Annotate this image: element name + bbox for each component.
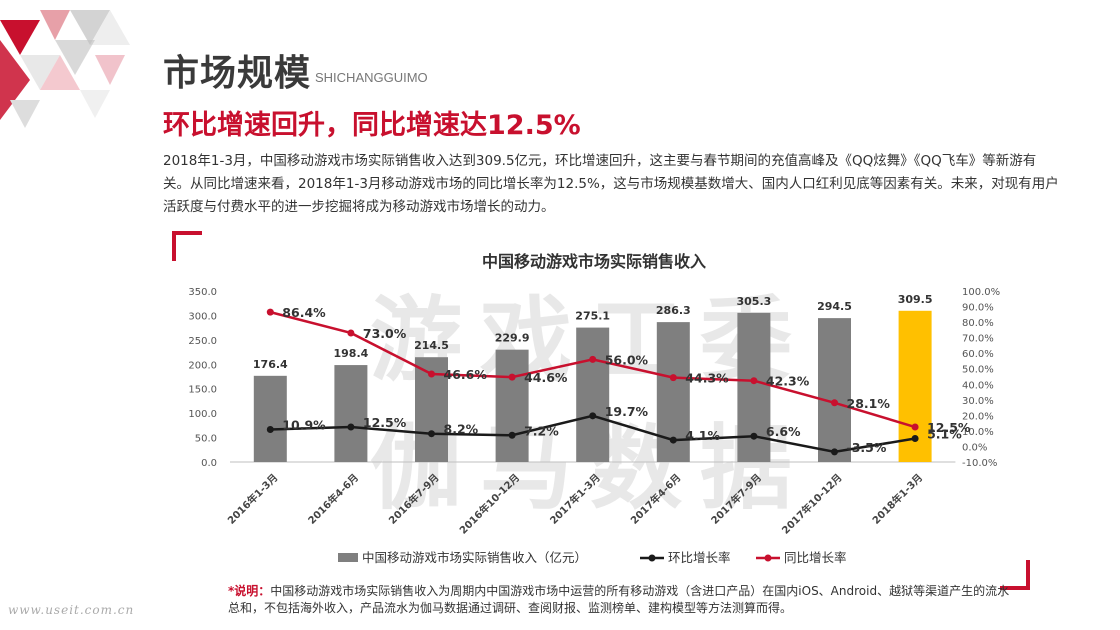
footnote-label: *说明：: [228, 584, 271, 598]
yoy-point: [669, 374, 677, 382]
left-axis-tick-label: 150.0: [188, 385, 217, 396]
right-axis-tick-label: 60.0%: [962, 349, 994, 360]
qoq-label: 5.1%: [927, 427, 962, 442]
right-axis-tick-label: 50.0%: [962, 365, 994, 376]
right-axis-tick-label: 70.0%: [962, 334, 994, 345]
yoy-label: 44.6%: [524, 370, 568, 385]
legend-yoy-marker: [764, 554, 772, 562]
x-axis-category-label: 2016年1-3月: [225, 471, 281, 527]
right-axis-tick-label: 100.0%: [962, 287, 1000, 298]
yoy-label: 73.0%: [363, 326, 407, 341]
legend-bar-label: 中国移动游戏市场实际销售收入（亿元）: [362, 550, 587, 565]
qoq-point: [347, 423, 355, 431]
qoq-label: 19.7%: [605, 404, 649, 419]
yoy-label: 46.6%: [444, 367, 488, 382]
revenue-bar-label: 214.5: [414, 339, 449, 352]
revenue-bar: [253, 375, 287, 462]
revenue-bar: [334, 365, 368, 462]
yoy-label: 42.3%: [766, 374, 810, 389]
qoq-label: 7.2%: [524, 423, 559, 438]
right-axis-tick-label: 0.0%: [962, 442, 987, 453]
qoq-point: [428, 430, 435, 438]
page-title: 市场规模: [163, 53, 312, 94]
qoq-label: 10.9%: [282, 418, 326, 433]
site-watermark: www.useit.com.cn: [8, 603, 135, 617]
right-axis-tick-label: 10.0%: [962, 427, 994, 438]
revenue-bar: [495, 349, 529, 462]
left-axis-tick-label: 200.0: [188, 360, 217, 371]
chart-title: 中国移动游戏市场实际销售收入: [482, 252, 706, 271]
left-axis-tick-label: 300.0: [188, 311, 217, 322]
yoy-label: 28.1%: [847, 396, 891, 411]
right-axis-tick-label: -10.0%: [962, 458, 997, 469]
legend-yoy-label: 同比增长率: [784, 550, 847, 565]
qoq-point: [669, 436, 677, 444]
yoy-point: [428, 370, 435, 378]
yoy-point: [911, 423, 919, 431]
revenue-bar-label: 229.9: [495, 332, 530, 345]
right-axis-tick-label: 80.0%: [962, 318, 994, 329]
qoq-point: [508, 431, 516, 439]
yoy-point: [750, 377, 758, 385]
right-axis-tick-label: 40.0%: [962, 380, 994, 391]
corner-decoration: [0, 10, 130, 128]
qoq-label: -3.5%: [847, 440, 887, 455]
yoy-label: 86.4%: [282, 305, 326, 320]
left-axis-tick-label: 100.0: [188, 409, 217, 420]
yoy-point: [589, 355, 597, 363]
x-axis-category-label: 2018年1-3月: [869, 471, 925, 527]
frame-corner-top-left: [172, 231, 202, 261]
left-axis-tick-label: 250.0: [188, 336, 217, 347]
legend-qoq-marker: [648, 554, 656, 562]
right-axis-tick-label: 30.0%: [962, 396, 994, 407]
qoq-point: [911, 435, 919, 443]
yoy-point: [831, 399, 838, 407]
description-paragraph: 2018年1-3月，中国移动游戏市场实际销售收入达到309.5亿元，环比增速回升…: [163, 153, 1059, 215]
revenue-bar-label: 305.3: [737, 295, 772, 308]
yoy-point: [508, 373, 516, 381]
revenue-bar-label: 309.5: [898, 293, 933, 306]
right-axis-tick-label: 20.0%: [962, 411, 994, 422]
footnote-text: 中国移动游戏市场实际销售收入为周期内中国游戏市场中运营的所有移动游戏（含进口产品…: [228, 584, 1010, 615]
qoq-label: 12.5%: [363, 415, 407, 430]
yoy-label: 12.5%: [927, 420, 971, 435]
revenue-bar-label: 275.1: [575, 310, 610, 323]
qoq-label: 8.2%: [444, 422, 479, 437]
qoq-point: [750, 432, 758, 440]
revenue-bar-label: 294.5: [817, 300, 852, 313]
left-axis-tick-label: 50.0: [195, 434, 217, 445]
legend-bar-swatch: [338, 553, 358, 562]
qoq-label: 6.6%: [766, 424, 801, 439]
revenue-bar: [576, 327, 610, 462]
page-subtitle: 环比增速回升，同比增速达12.5%: [163, 110, 581, 141]
right-axis-tick-label: 90.0%: [962, 303, 994, 314]
legend-qoq-label: 环比增长率: [668, 550, 731, 565]
x-axis-category-label: 2016年4-6月: [305, 471, 361, 527]
yoy-point: [266, 308, 274, 316]
qoq-point: [266, 426, 274, 434]
revenue-bar: [818, 318, 851, 462]
qoq-label: 4.1%: [685, 428, 720, 443]
revenue-bar-label: 198.4: [334, 347, 369, 360]
page-title-english: SHICHANGGUIMO: [315, 70, 428, 85]
yoy-label: 44.3%: [685, 371, 729, 386]
footnote: *说明：中国移动游戏市场实际销售收入为周期内中国游戏市场中运营的所有移动游戏（含…: [228, 583, 1018, 617]
left-axis-tick-label: 350.0: [188, 287, 217, 298]
frame-corner-bottom-right: [1000, 560, 1030, 590]
yoy-label: 56.0%: [605, 352, 649, 367]
yoy-point: [347, 329, 355, 337]
left-axis-tick-label: 0.0: [201, 458, 217, 469]
qoq-point: [831, 448, 838, 456]
revenue-bar-label: 176.4: [253, 358, 288, 371]
revenue-bar-label: 286.3: [656, 304, 691, 317]
qoq-point: [589, 412, 597, 420]
